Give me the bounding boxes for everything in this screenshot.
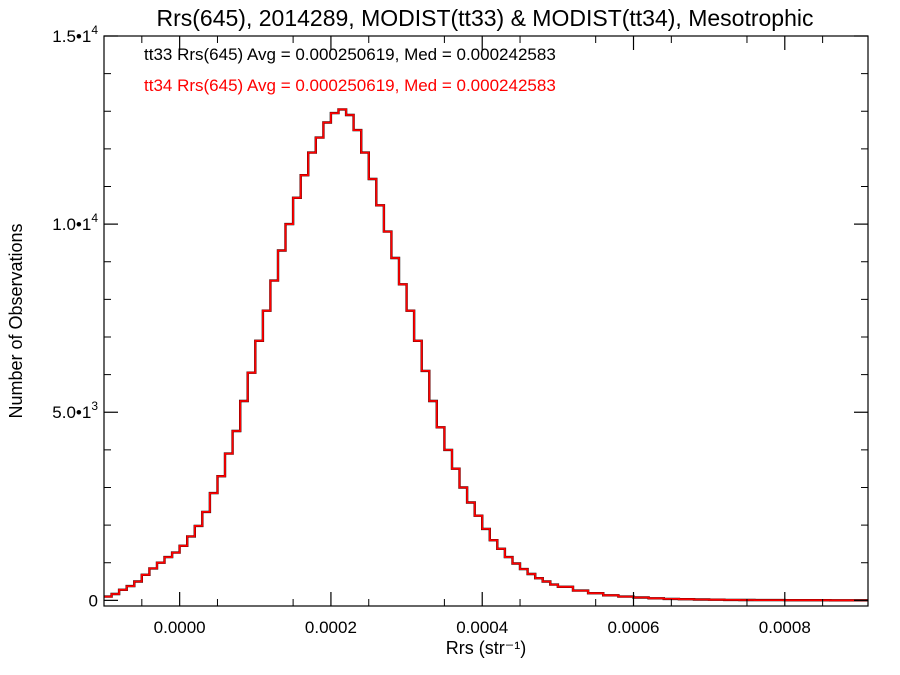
chart-title: Rrs(645), 2014289, MODIST(tt33) & MODIST… [157,5,814,31]
x-tick-label: 0.0008 [759,618,811,637]
plot-frame [103,35,869,607]
x-tick-label: 0.0006 [608,618,660,637]
annotation-tt34: tt34 Rrs(645) Avg = 0.000250619, Med = 0… [144,76,556,95]
series-line-tt34 [104,108,868,602]
y-tick-label: 0 [89,591,98,610]
y-tick-label: 5.0•13 [52,399,98,422]
series-layer [104,108,868,602]
x-axis-label: Rrs (str⁻¹) [446,638,526,658]
y-tick-label: 1.0•14 [52,211,98,234]
annotation-tt33: tt33 Rrs(645) Avg = 0.000250619, Med = 0… [144,45,556,64]
x-tick-label: 0.0004 [456,618,508,637]
x-tick-label: 0.0000 [154,618,206,637]
x-tick-label: 0.0002 [305,618,357,637]
axis-layer: 0.0000 0.0002 0.0004 0.0006 0.0008 0 5.0•13 1.0… [52,23,868,637]
y-axis-label: Number of Observations [6,223,26,418]
y-tick-label: 1.5•14 [52,23,98,46]
